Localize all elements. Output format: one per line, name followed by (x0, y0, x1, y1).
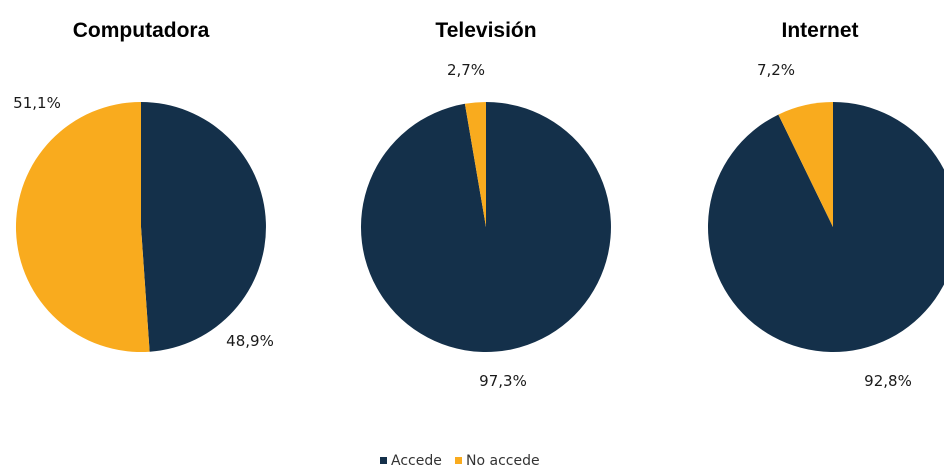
data-label-no-accede: 51,1% (13, 94, 61, 112)
data-label-no-accede: 2,7% (447, 61, 485, 79)
pie-slice-no-accede (778, 102, 833, 227)
pie-slice-no-accede (464, 102, 486, 227)
legend-swatch-accede (380, 457, 387, 464)
chart-internet: Internet 92,8% 7,2% (707, 19, 944, 390)
legend-swatch-no-accede (455, 457, 462, 464)
pie-slice-no-accede (15, 101, 150, 352)
chart-television: Televisión 97,3% 2,7% (360, 19, 611, 390)
pie-slice-accede (707, 102, 944, 352)
pie-slice-accede (141, 102, 266, 352)
data-label-accede: 97,3% (479, 372, 527, 390)
data-label-accede: 48,9% (226, 332, 274, 350)
chart-title: Computadora (73, 19, 210, 42)
chart-title: Internet (781, 19, 858, 42)
pie-slice-accede (360, 102, 611, 353)
data-label-accede: 92,8% (864, 372, 912, 390)
legend-label-accede: Accede (391, 453, 442, 469)
legend: Accede No accede (380, 453, 540, 469)
chart-computadora: Computadora 48,9% 51,1% (13, 19, 274, 352)
legend-label-no-accede: No accede (466, 453, 540, 469)
chart-title: Televisión (435, 19, 536, 42)
data-label-no-accede: 7,2% (757, 61, 795, 79)
